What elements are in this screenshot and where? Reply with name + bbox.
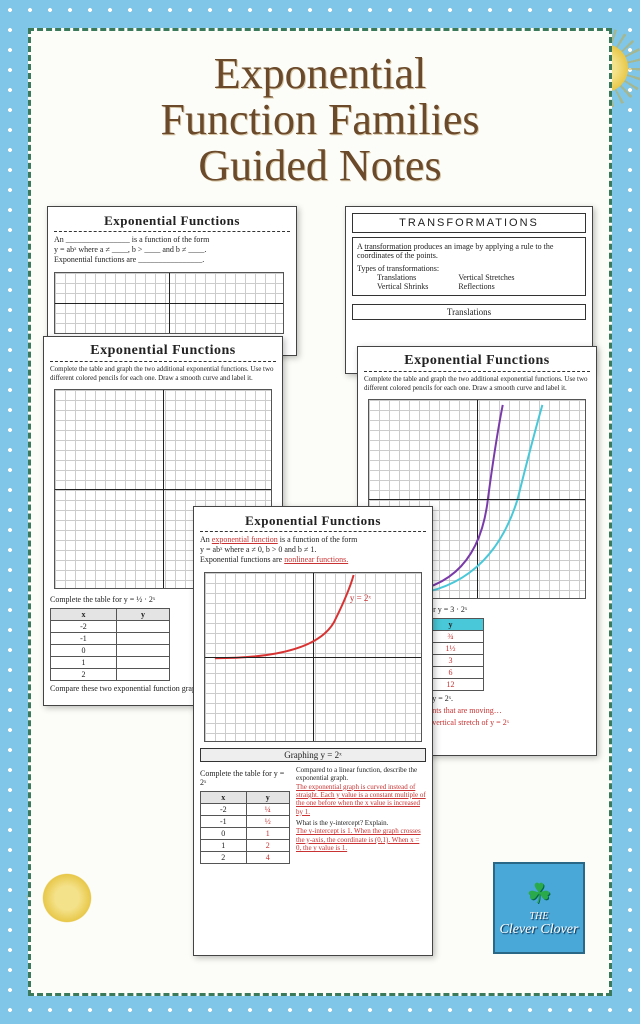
logo-line1: THE bbox=[500, 911, 579, 922]
sheet1-grid bbox=[54, 272, 284, 334]
transformations-body: A transformation produces an image by ap… bbox=[352, 237, 586, 296]
sheet3-title: Exponential Functions bbox=[200, 513, 426, 532]
sheet3-q2-a: The y-intercept is 1. When the graph cro… bbox=[296, 827, 426, 852]
clover-icon: ☘ bbox=[526, 877, 551, 911]
sheet-answer-key: Exponential Functions An exponential fun… bbox=[193, 506, 433, 956]
s2-x3: 0 bbox=[51, 644, 117, 656]
sheet3-compare-a: The exponential graph is curved instead … bbox=[296, 783, 426, 817]
title-line-2: Function Families bbox=[43, 97, 597, 143]
trans-t3: Vertical Stretches bbox=[458, 273, 514, 282]
s2-y3 bbox=[116, 644, 169, 656]
sheet-blank-notes: Exponential Functions An _______________… bbox=[47, 206, 297, 356]
s2-y4 bbox=[116, 656, 169, 668]
s3-l1b: exponential function bbox=[212, 535, 278, 544]
sheet1-line2: y = abˣ where a ≠ ____, b > ____ and b ≠… bbox=[54, 245, 290, 255]
s3-x5: 2 bbox=[201, 851, 247, 863]
sheet3-curve-label: y = 2ˣ bbox=[350, 593, 371, 603]
s2-y5 bbox=[116, 668, 169, 680]
sheet5-instructions: Complete the table and graph the two add… bbox=[364, 375, 590, 393]
sheet3-compare-q: Compared to a linear function, describe … bbox=[296, 766, 426, 783]
trans-types-label: Types of transformations: bbox=[357, 264, 581, 273]
trans-desc-b: transformation bbox=[364, 242, 411, 251]
s3-x1: -2 bbox=[201, 803, 247, 815]
s3-l3a: Exponential functions are bbox=[200, 555, 284, 564]
s2-x5: 2 bbox=[51, 668, 117, 680]
sheet3-curve bbox=[205, 573, 421, 741]
translations-subheader: Translations bbox=[352, 304, 586, 320]
s3-y3: 1 bbox=[246, 827, 289, 839]
s2-x4: 1 bbox=[51, 656, 117, 668]
trans-t4: Reflections bbox=[458, 282, 514, 291]
s3-x3: 0 bbox=[201, 827, 247, 839]
s2-x2: -1 bbox=[51, 632, 117, 644]
trans-t2: Vertical Shrinks bbox=[377, 282, 428, 291]
s3-y1: ¼ bbox=[246, 803, 289, 815]
s3-y2: ½ bbox=[246, 815, 289, 827]
title-line-3: Guided Notes bbox=[43, 143, 597, 189]
sheet3-table: xy -2¼ -1½ 01 12 24 bbox=[200, 791, 290, 864]
sheet3-line3: Exponential functions are nonlinear func… bbox=[200, 555, 426, 565]
main-frame: Exponential Function Families Guided Not… bbox=[28, 28, 612, 996]
s2-hx: x bbox=[51, 608, 117, 620]
sheet2-instructions: Complete the table and graph the two add… bbox=[50, 365, 276, 383]
sheet5-title: Exponential Functions bbox=[364, 353, 590, 372]
s3-l1a: An bbox=[200, 535, 212, 544]
title-line-1: Exponential bbox=[43, 51, 597, 97]
sheet3-grid: y = 2ˣ bbox=[204, 572, 422, 742]
sheet1-title: Exponential Functions bbox=[54, 213, 290, 232]
s2-hy: y bbox=[116, 608, 169, 620]
s3-y5: 4 bbox=[246, 851, 289, 863]
sheet1-line1: An ________________ is a function of the… bbox=[54, 235, 290, 245]
sheet3-q2: What is the y-intercept? Explain. bbox=[296, 819, 426, 827]
s3-l1c: is a function of the form bbox=[278, 535, 358, 544]
brand-logo: ☘ THE Clever Clover bbox=[493, 862, 585, 954]
s3-hy: y bbox=[246, 791, 289, 803]
sheet3-table-caption: Complete the table for y = 2ˣ bbox=[200, 769, 290, 787]
worksheet-stage: Exponential Functions An _______________… bbox=[43, 206, 597, 966]
s3-x2: -1 bbox=[201, 815, 247, 827]
s2-x1: -2 bbox=[51, 620, 117, 632]
s3-x4: 1 bbox=[201, 839, 247, 851]
trans-t1: Translations bbox=[377, 273, 428, 282]
sheet3-line2: y = abˣ where a ≠ 0, b > 0 and b ≠ 1. bbox=[200, 545, 426, 555]
sun-decoration-bottom bbox=[39, 870, 95, 926]
sheet3-line1: An exponential function is a function of… bbox=[200, 535, 426, 545]
logo-line3: Clover bbox=[540, 922, 578, 937]
s2-y1 bbox=[116, 620, 169, 632]
sheet2-table: xy -2 -1 0 1 2 bbox=[50, 608, 170, 681]
s2-y2 bbox=[116, 632, 169, 644]
s3-l3b: nonlinear functions. bbox=[284, 555, 348, 564]
s3-y4: 2 bbox=[246, 839, 289, 851]
transformations-header: TRANSFORMATIONS bbox=[352, 213, 586, 233]
s3-hx: x bbox=[201, 791, 247, 803]
page-title: Exponential Function Families Guided Not… bbox=[43, 51, 597, 190]
sheet2-title: Exponential Functions bbox=[50, 343, 276, 362]
logo-line2: Clever bbox=[500, 922, 537, 937]
sheet3-section2: Graphing y = 2ˣ bbox=[200, 748, 426, 762]
sheet1-line3: Exponential functions are ______________… bbox=[54, 255, 290, 265]
